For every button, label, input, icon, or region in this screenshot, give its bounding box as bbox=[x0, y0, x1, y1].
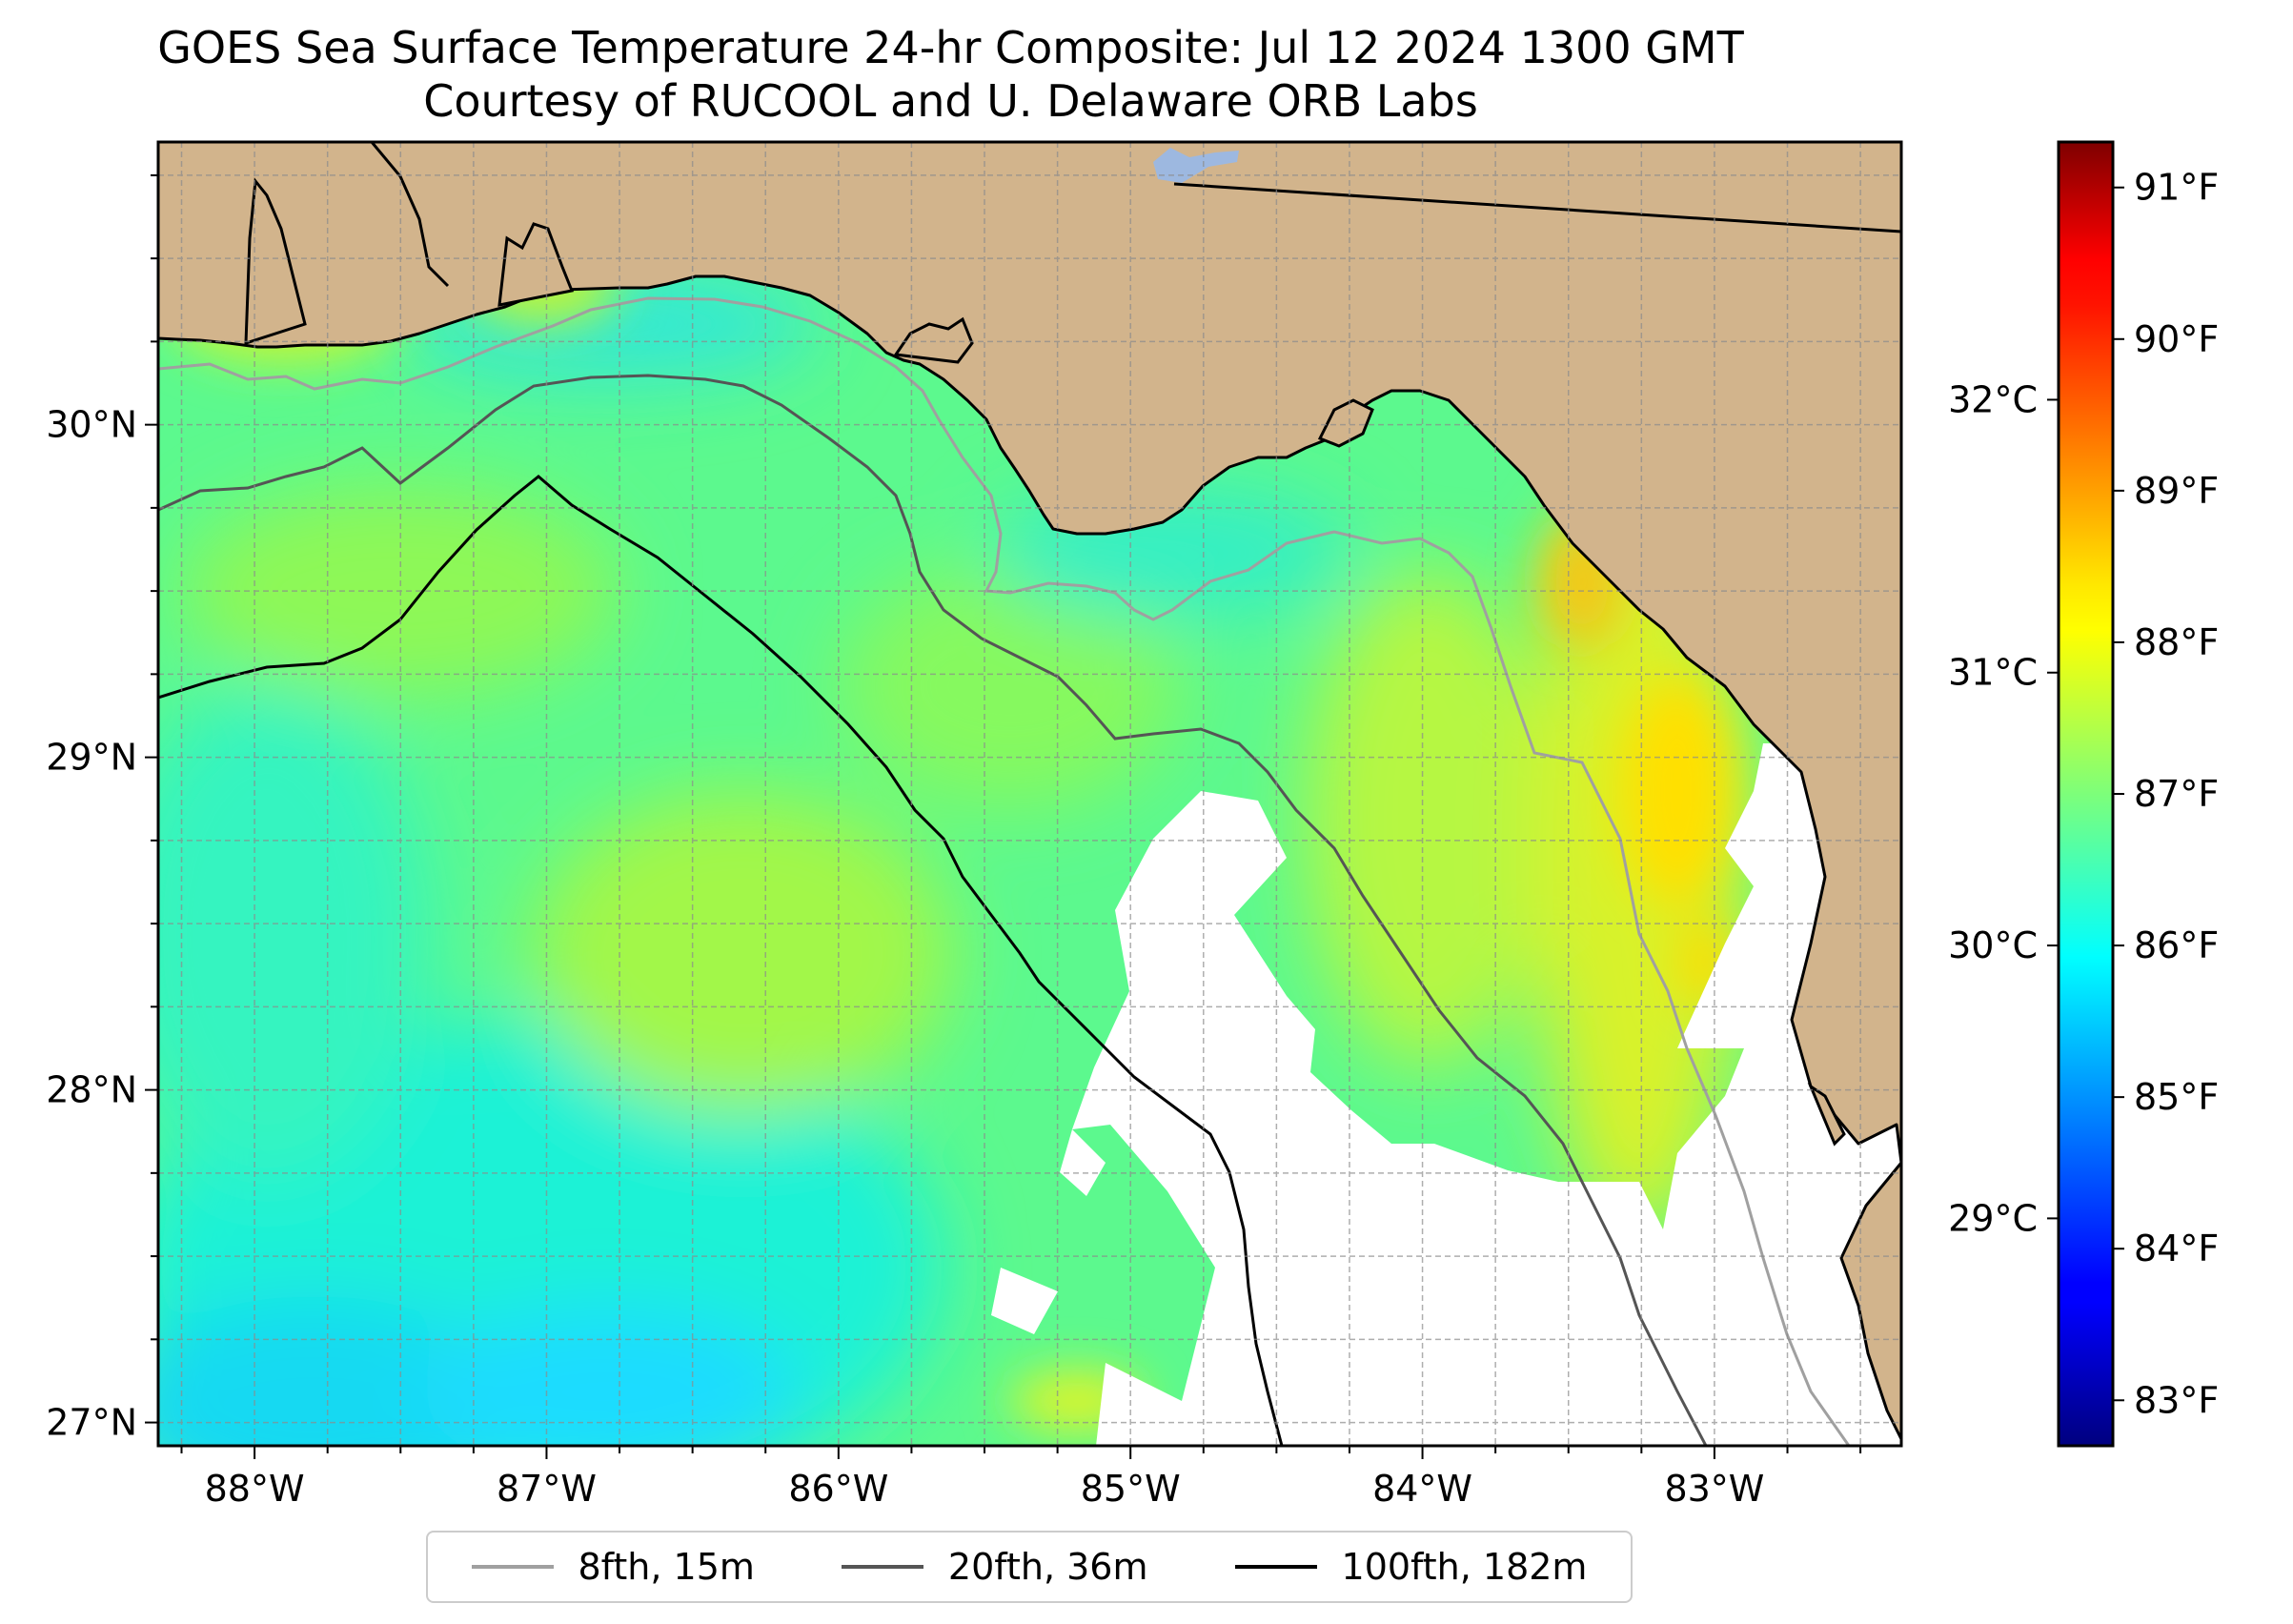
colorbar-c-label: 31°C bbox=[1948, 652, 2038, 694]
legend-swatch bbox=[471, 1565, 554, 1569]
lon-tick-label: 87°W bbox=[497, 1468, 597, 1510]
legend-label: 20fth, 36m bbox=[947, 1546, 1148, 1588]
legend-item: 100fth, 182m bbox=[1234, 1546, 1588, 1588]
lon-tick-label: 83°W bbox=[1664, 1468, 1764, 1510]
colorbar-f-label: 91°F bbox=[2134, 167, 2219, 209]
legend-item: 20fth, 36m bbox=[841, 1546, 1148, 1588]
legend-swatch bbox=[1234, 1565, 1317, 1569]
contour-legend: 8fth, 15m 20fth, 36m 100fth, 182m bbox=[426, 1531, 1633, 1603]
legend-swatch bbox=[841, 1565, 923, 1569]
colorbar-f-label: 88°F bbox=[2134, 621, 2219, 663]
colorbar-f-label: 89°F bbox=[2134, 470, 2219, 512]
no-data-areas bbox=[991, 743, 1901, 1446]
state-border bbox=[1173, 182, 1901, 233]
colorbar bbox=[2057, 140, 2115, 1448]
gridlines bbox=[158, 142, 1901, 1446]
state-border-west bbox=[370, 142, 450, 288]
chart-title-line-1: GOES Sea Surface Temperature 24-hr Compo… bbox=[157, 22, 1744, 73]
lat-tick-label: 29°N bbox=[46, 737, 137, 779]
colorbar-f-label: 87°F bbox=[2134, 773, 2219, 815]
colorbar-c-label: 32°C bbox=[1948, 378, 2038, 420]
colorbar-f-label: 86°F bbox=[2134, 924, 2219, 966]
colorbar-c-label: 30°C bbox=[1948, 924, 2038, 966]
colorbar-f-label: 83°F bbox=[2134, 1379, 2219, 1421]
lon-tick-label: 85°W bbox=[1081, 1468, 1181, 1510]
map-frame bbox=[156, 140, 1903, 1448]
lat-tick-label: 28°N bbox=[46, 1069, 137, 1111]
colorbar-f-label: 84°F bbox=[2134, 1228, 2219, 1269]
contour-100fth bbox=[158, 475, 1284, 1446]
chart-title-line-2: Courtesy of RUCOOL and U. Delaware ORB L… bbox=[423, 75, 1478, 127]
colorbar-f-label: 90°F bbox=[2134, 318, 2219, 360]
lon-tick-label: 88°W bbox=[205, 1468, 305, 1510]
legend-label: 8fth, 15m bbox=[578, 1546, 755, 1588]
lat-tick-label: 27°N bbox=[46, 1402, 137, 1444]
map-axis-ticks: 88°W 87°W 86°W 85°W 84°W 83°W 30°N 29°N 28°N 27°N bbox=[46, 173, 1862, 1510]
lake bbox=[1153, 148, 1239, 183]
lon-tick-label: 84°W bbox=[1372, 1468, 1472, 1510]
colorbar-c-label: 29°C bbox=[1948, 1197, 2038, 1239]
legend-label: 100fth, 182m bbox=[1341, 1546, 1588, 1588]
land bbox=[158, 142, 1901, 1441]
lat-tick-label: 30°N bbox=[46, 404, 137, 446]
colorbar-f-label: 85°F bbox=[2134, 1076, 2219, 1118]
legend-item: 8fth, 15m bbox=[471, 1546, 755, 1588]
colorbar-ticks: 83°F 84°F 85°F 86°F 87°F 88°F 89°F 90°F 91°F 29°C… bbox=[1948, 167, 2219, 1422]
contour-8fth bbox=[158, 296, 1851, 1446]
lon-tick-label: 86°W bbox=[788, 1468, 888, 1510]
coast-details bbox=[244, 177, 1846, 1147]
